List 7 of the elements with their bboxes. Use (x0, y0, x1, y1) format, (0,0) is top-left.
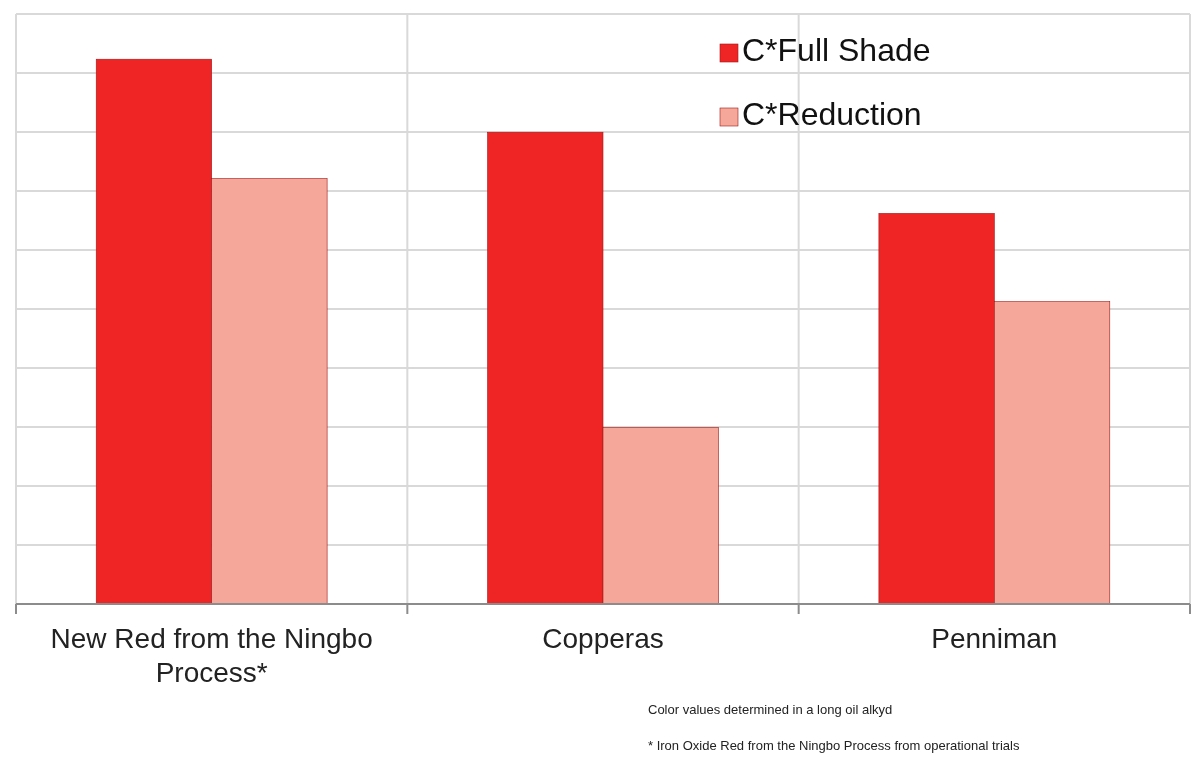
legend-label: C*Reduction (742, 96, 922, 132)
x-tick-label: New Red from the Ningbo Process* (50, 623, 373, 688)
legend-label: C*Full Shade (742, 32, 931, 68)
text: * Iron Oxide Red from the Ningbo Process from operational trials (648, 738, 1020, 753)
text: Color values determined in a long oil alkyd (648, 702, 893, 717)
x-tick-label: Penniman (931, 623, 1058, 654)
x-tick-label: Copperas (542, 623, 664, 654)
